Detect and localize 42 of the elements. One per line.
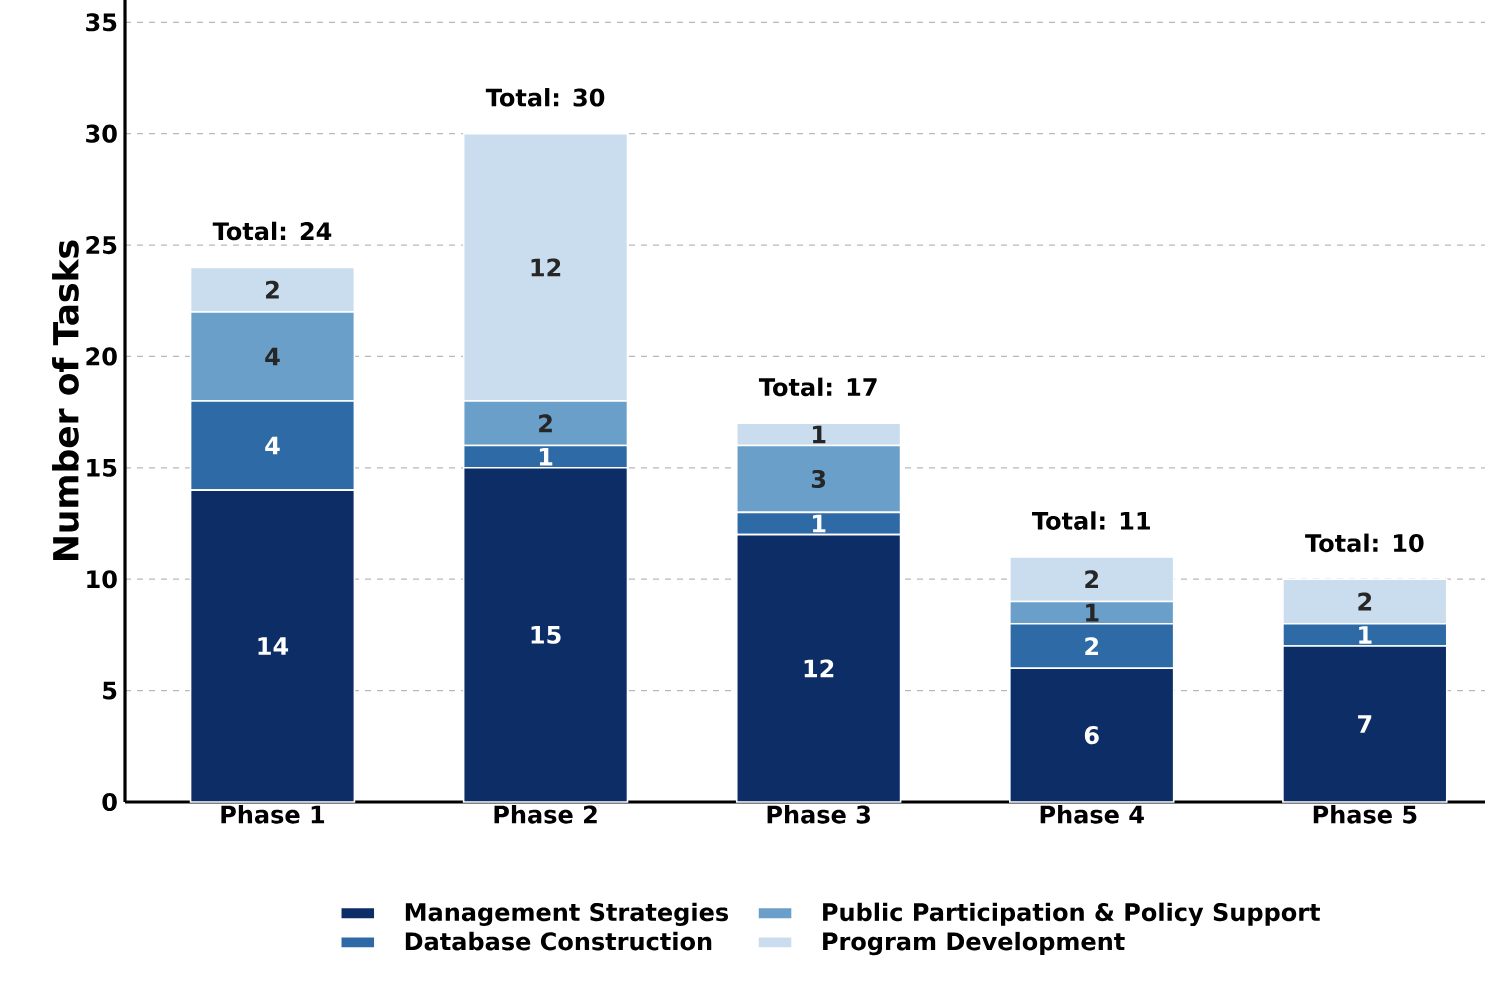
data-label: 7 <box>1358 715 1372 733</box>
y-tick-label: 20 <box>86 347 117 366</box>
data-label: 4 <box>265 347 280 366</box>
y-tick-label: 10 <box>87 570 117 589</box>
data-label: 2 <box>1085 570 1099 589</box>
legend-label: Public Participation & Policy Support <box>823 902 1320 927</box>
data-label: 15 <box>531 625 561 644</box>
data-label: 2 <box>539 414 552 433</box>
y-tick-label: 35 <box>86 13 117 32</box>
total-label: Total: 11 <box>1032 511 1150 530</box>
y-axis-title: Number of Tasks <box>52 240 79 560</box>
data-label: 6 <box>1084 726 1099 745</box>
data-label: 2 <box>266 280 279 299</box>
data-label: 2 <box>1358 592 1372 611</box>
x-tick-label: Phase 4 <box>1040 805 1144 824</box>
data-label: 1 <box>1359 626 1372 644</box>
data-label: 14 <box>258 637 289 655</box>
total-label: Total: 30 <box>485 88 605 107</box>
data-label: 1 <box>813 425 826 444</box>
x-tick-label: Phase 1 <box>221 805 325 824</box>
total-label: Total: 17 <box>758 377 877 397</box>
y-tick-label: 25 <box>86 235 117 255</box>
data-label: 1 <box>813 514 826 533</box>
y-tick-label: 15 <box>87 458 117 477</box>
legend-label: Program Development <box>823 931 1125 956</box>
data-label: 4 <box>265 436 280 455</box>
data-label: 3 <box>811 469 826 489</box>
y-tick-label: 0 <box>102 792 117 812</box>
data-label: 12 <box>804 659 834 678</box>
data-label: 1 <box>1086 603 1099 622</box>
x-tick-label: Phase 2 <box>494 805 597 824</box>
x-tick-label: Phase 3 <box>767 805 870 824</box>
legend-label: Management Strategies <box>405 902 729 927</box>
total-label: Total: 24 <box>212 221 332 241</box>
y-tick-label: 30 <box>86 124 117 143</box>
total-label: Total: 10 <box>1305 533 1424 553</box>
legend-label: Database Construction <box>405 931 712 951</box>
data-label: 2 <box>1085 637 1099 655</box>
data-label: 12 <box>531 258 561 277</box>
data-label: 1 <box>539 447 553 466</box>
y-tick-label: 5 <box>103 681 117 700</box>
x-tick-label: Phase 5 <box>1313 805 1417 824</box>
